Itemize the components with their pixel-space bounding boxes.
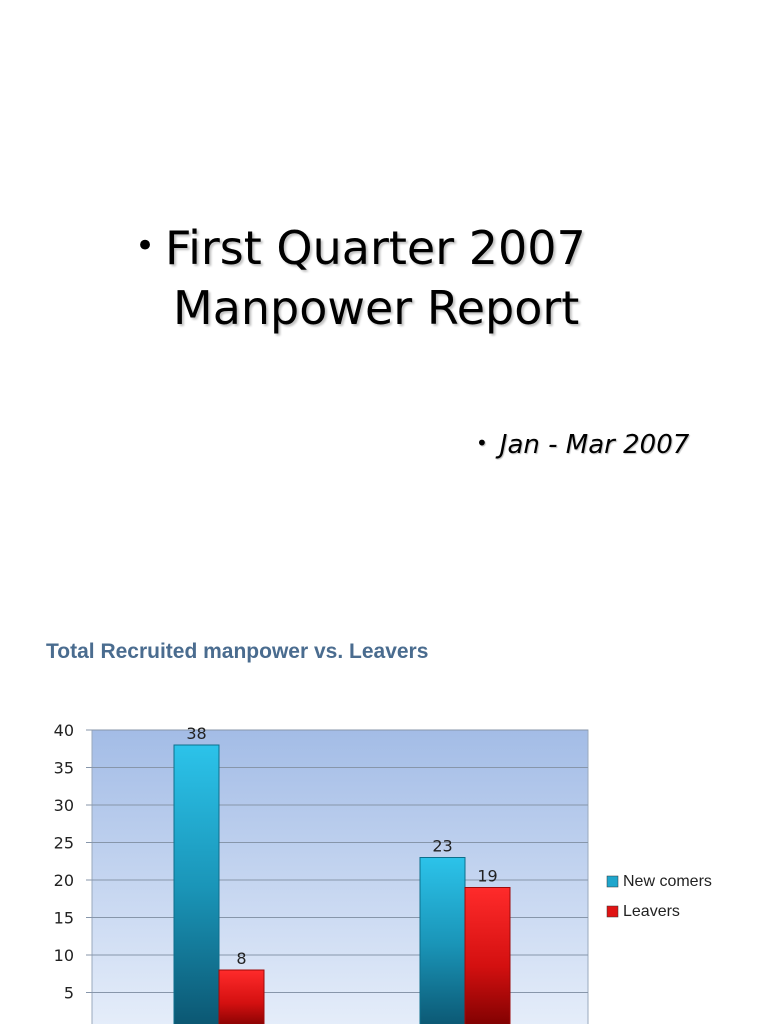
- bar-chart: 0 5 10 15 20 25 30 35 40 38 23 8 19 New comers Leave…: [54, 721, 712, 1024]
- y-tick-label: 0: [64, 1021, 74, 1024]
- bullet-icon: •: [135, 226, 156, 266]
- legend-swatch: [606, 875, 619, 888]
- y-tick-label: 25: [54, 834, 74, 853]
- plot-area: [91, 729, 589, 1024]
- slide-title: • First Quarter 2007 Manpower Report: [135, 218, 735, 338]
- y-tick-label: 20: [54, 871, 74, 890]
- chart-title: Total Recruited manpower vs. Leavers: [46, 640, 429, 663]
- data-label: 38: [186, 724, 206, 743]
- bar-leavers: [218, 969, 265, 1024]
- bullet-icon: •: [476, 431, 488, 455]
- data-label: 8: [236, 949, 246, 968]
- legend-label: New comers: [623, 873, 712, 890]
- y-tick-label: 40: [54, 721, 74, 740]
- legend-swatch: [606, 905, 619, 918]
- title-line-1: First Quarter 2007: [165, 221, 586, 275]
- data-label: 19: [477, 867, 497, 886]
- legend-label: Leavers: [623, 903, 680, 920]
- subtitle-text: Jan - Mar 2007: [499, 430, 690, 460]
- y-tick-label: 15: [54, 909, 74, 928]
- data-label: 23: [432, 837, 452, 856]
- bar-new-comers: [173, 744, 220, 1024]
- title-line-2: Manpower Report: [173, 281, 580, 335]
- bar-new-comers: [419, 857, 466, 1024]
- slide-subtitle: • Jan - Mar 2007: [476, 430, 689, 460]
- y-tick-label: 35: [54, 759, 74, 778]
- y-tick-label: 30: [54, 796, 74, 815]
- y-tick-label: 10: [54, 946, 74, 965]
- bar-leavers: [464, 887, 511, 1024]
- y-tick-label: 5: [64, 984, 74, 1003]
